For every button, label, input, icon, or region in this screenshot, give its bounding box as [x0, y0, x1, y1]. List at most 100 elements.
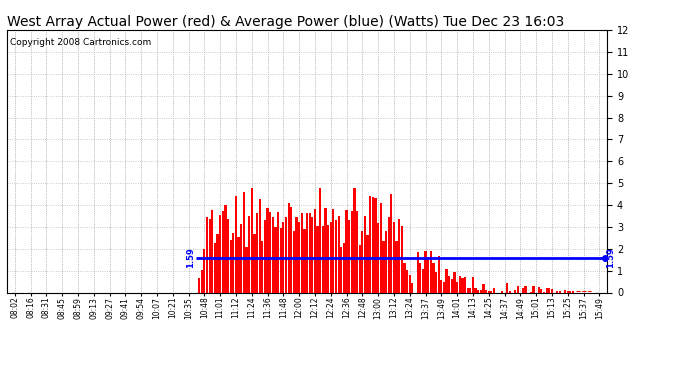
Bar — [206, 217, 208, 292]
Bar — [404, 263, 406, 292]
Bar — [317, 226, 319, 292]
Bar — [564, 290, 566, 292]
Bar — [198, 278, 200, 292]
Bar — [419, 263, 422, 292]
Bar — [235, 196, 237, 292]
Bar — [279, 228, 282, 292]
Bar — [293, 231, 295, 292]
Bar — [380, 202, 382, 292]
Bar — [253, 234, 255, 292]
Bar — [559, 291, 561, 292]
Bar — [243, 192, 245, 292]
Bar — [372, 197, 374, 292]
Bar — [393, 222, 395, 292]
Bar — [390, 194, 393, 292]
Bar — [366, 236, 368, 292]
Bar — [295, 217, 297, 292]
Bar — [388, 216, 390, 292]
Bar — [456, 282, 458, 292]
Bar — [240, 224, 242, 292]
Bar — [422, 269, 424, 292]
Bar — [538, 287, 540, 292]
Bar — [348, 220, 351, 292]
Bar — [362, 231, 364, 292]
Bar — [330, 222, 332, 292]
Bar — [343, 243, 345, 292]
Bar — [506, 284, 509, 292]
Bar — [543, 291, 545, 292]
Bar — [451, 279, 453, 292]
Bar — [201, 270, 203, 292]
Bar — [443, 282, 445, 292]
Bar — [551, 289, 553, 292]
Bar — [469, 288, 471, 292]
Bar — [385, 231, 387, 292]
Bar — [217, 234, 219, 292]
Bar — [211, 210, 213, 292]
Bar — [224, 205, 226, 292]
Bar — [214, 243, 216, 292]
Bar — [466, 288, 469, 292]
Bar — [277, 212, 279, 292]
Bar — [433, 262, 435, 292]
Bar — [333, 209, 335, 292]
Bar — [453, 272, 455, 292]
Bar — [382, 241, 384, 292]
Bar — [285, 217, 287, 292]
Bar — [446, 269, 448, 292]
Text: 1.59: 1.59 — [606, 248, 615, 268]
Bar — [546, 288, 548, 292]
Bar — [269, 212, 271, 292]
Bar — [375, 198, 377, 292]
Bar — [351, 210, 353, 292]
Bar — [208, 219, 210, 292]
Bar — [262, 241, 264, 292]
Bar — [485, 290, 487, 292]
Bar — [266, 208, 268, 292]
Bar — [272, 217, 274, 292]
Bar — [369, 196, 371, 292]
Bar — [548, 288, 551, 292]
Bar — [250, 188, 253, 292]
Bar — [411, 282, 413, 292]
Bar — [233, 232, 235, 292]
Bar — [482, 284, 484, 292]
Bar — [304, 229, 306, 292]
Bar — [356, 211, 358, 292]
Bar — [490, 291, 493, 292]
Bar — [488, 291, 490, 292]
Bar — [335, 220, 337, 292]
Bar — [301, 213, 303, 292]
Bar — [230, 240, 232, 292]
Bar — [227, 219, 229, 292]
Bar — [221, 211, 224, 292]
Bar — [256, 213, 258, 292]
Bar — [322, 225, 324, 292]
Bar — [566, 291, 569, 292]
Bar — [509, 291, 511, 292]
Bar — [480, 290, 482, 292]
Bar — [477, 290, 480, 292]
Bar — [459, 276, 461, 292]
Bar — [311, 217, 313, 292]
Bar — [353, 188, 355, 292]
Bar — [556, 291, 558, 292]
Bar — [290, 207, 293, 292]
Text: West Array Actual Power (red) & Average Power (blue) (Watts) Tue Dec 23 16:03: West Array Actual Power (red) & Average … — [7, 15, 564, 29]
Bar — [306, 213, 308, 292]
Bar — [435, 272, 437, 292]
Bar — [406, 270, 408, 292]
Bar — [401, 226, 403, 292]
Bar — [395, 241, 397, 292]
Bar — [517, 286, 519, 292]
Bar — [288, 203, 290, 292]
Bar — [427, 257, 429, 292]
Text: 1.59: 1.59 — [186, 248, 195, 268]
Bar — [319, 188, 322, 292]
Bar — [248, 216, 250, 292]
Bar — [475, 288, 477, 292]
Bar — [569, 291, 571, 292]
Bar — [540, 289, 542, 292]
Bar — [430, 251, 432, 292]
Bar — [514, 290, 516, 292]
